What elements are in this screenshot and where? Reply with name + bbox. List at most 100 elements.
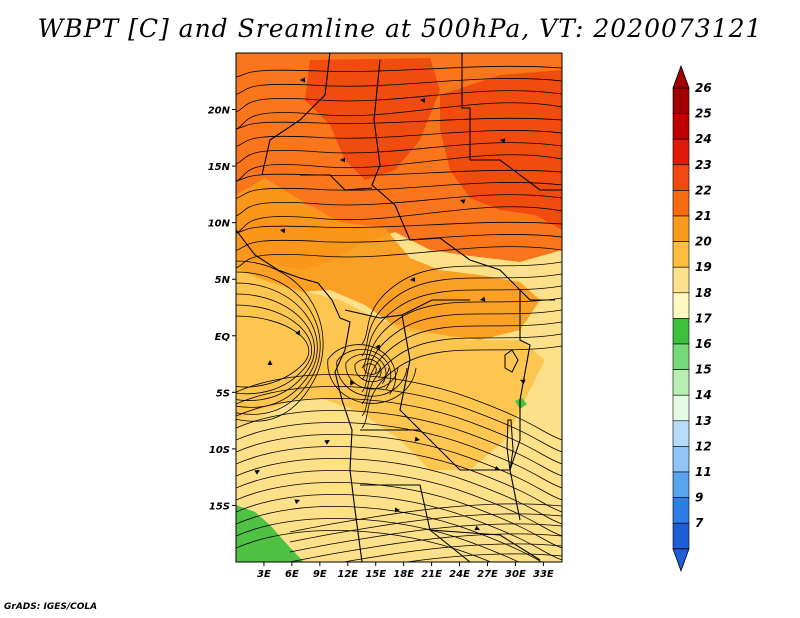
border-line	[360, 429, 510, 471]
colorbar-label: 21	[695, 209, 712, 223]
border-line	[469, 259, 555, 301]
colorbar-swatch	[672, 215, 690, 242]
streamline-arrow	[414, 436, 420, 442]
streamline	[363, 363, 381, 375]
streamline	[345, 353, 399, 390]
streamline-arrow	[474, 525, 480, 531]
streamline	[354, 358, 390, 383]
colorbar-bottom-arrow	[672, 548, 690, 572]
colorbar-swatch	[672, 369, 690, 396]
lat-tick-label: 15N	[208, 162, 231, 173]
colorbar-swatch	[672, 138, 690, 166]
streamline-arrow	[254, 470, 260, 475]
streamline	[236, 65, 562, 78]
streamline-arrow	[280, 228, 286, 234]
streamline	[404, 553, 562, 562]
streamline	[340, 543, 562, 562]
border-line	[461, 53, 471, 160]
streamline-arrow	[460, 199, 466, 205]
streamline-arrow	[295, 330, 300, 336]
colorbar-swatch	[672, 343, 690, 370]
border-line	[360, 484, 471, 562]
border-line	[261, 53, 331, 176]
plot-area	[236, 53, 562, 562]
lat-tick-label: 10S	[209, 445, 230, 456]
streamline-arrow	[480, 296, 486, 302]
lon-tick-label: 27E	[477, 569, 498, 580]
streamline	[236, 194, 562, 217]
colorbar-swatch	[672, 497, 690, 524]
streamline-arrow	[375, 344, 380, 350]
lon-tick-label: 33E	[533, 569, 554, 580]
lon-tick-label: 18E	[393, 569, 414, 580]
lake-tanganyika	[506, 419, 514, 471]
streamline	[361, 297, 562, 381]
streamline	[236, 315, 310, 388]
streamline	[327, 344, 417, 404]
streamline	[236, 458, 562, 525]
field-region-east-coast-green	[515, 398, 527, 409]
grads-credit: GrADS: IGES/COLA	[4, 602, 98, 612]
streamline-arrow	[500, 138, 506, 144]
streamline	[236, 293, 315, 401]
streamline	[361, 285, 562, 369]
lon-tick-label: 21E	[421, 569, 442, 580]
streamline	[236, 130, 562, 147]
colorbar-swatch	[672, 113, 690, 140]
streamline	[236, 446, 562, 513]
colorbar-label: 20	[695, 235, 712, 249]
streamline	[236, 422, 562, 489]
colorbar-swatch	[672, 394, 690, 422]
streamline	[236, 117, 562, 130]
colorbar-label: 18	[695, 286, 712, 300]
wbpt-field	[236, 53, 562, 562]
colorbar-label: 19	[695, 260, 712, 274]
colorbar-label: 11	[695, 465, 712, 479]
map-title: WBPT [C] and Sreamline at 500hPa, VT: 20…	[37, 14, 763, 43]
colorbar-swatch	[672, 471, 690, 498]
streamline-arrow	[294, 499, 300, 505]
border-line	[236, 229, 363, 562]
colorbar-swatch	[672, 446, 690, 473]
streamline	[236, 78, 562, 95]
streamline	[361, 345, 562, 429]
lon-tick-label: 30E	[505, 569, 526, 580]
colorbar-label: 15	[695, 363, 712, 377]
streamline	[361, 333, 562, 417]
colorbar-label: 24	[695, 132, 712, 146]
streamline	[236, 206, 562, 234]
streamline	[236, 304, 312, 395]
streamline	[236, 90, 562, 113]
colorbar-label: 23	[695, 158, 712, 172]
lon-tick-label: 12E	[337, 569, 358, 580]
lon-tick-label: 3E	[257, 569, 271, 580]
lat-tick-label: 20N	[208, 106, 231, 117]
border-line	[394, 204, 471, 261]
streamline	[289, 533, 562, 562]
colorbar-label: 14	[695, 388, 712, 402]
streamline	[289, 503, 562, 533]
border-line	[470, 159, 562, 191]
colorbar-label: 22	[695, 183, 712, 197]
latitude-axis: 20N 15N 10N 5N EQ 5S 10S 15S	[208, 106, 236, 512]
lat-tick-label: 15S	[209, 501, 230, 512]
colorbar-swatch	[672, 241, 690, 268]
streamline	[361, 261, 562, 345]
streamline-arrow	[420, 97, 426, 103]
field-region-central-warm-band	[236, 268, 545, 470]
colorbar-swatch	[672, 87, 690, 114]
streamline-arrow	[350, 380, 355, 386]
lon-tick-label: 15E	[365, 569, 386, 580]
streamline	[336, 349, 408, 397]
border-line	[429, 529, 541, 561]
colorbar-label: 26	[695, 81, 712, 95]
streamline	[236, 246, 562, 269]
colorbar-swatch	[672, 522, 690, 550]
streamline	[236, 169, 562, 182]
streamline	[236, 234, 562, 251]
streamline	[236, 410, 562, 477]
streamline	[236, 154, 562, 182]
colorbar-top-arrow	[672, 64, 690, 89]
longitude-axis: 3E 6E 9E 12E 15E 18E 21E 24E 27E 30E 33E	[257, 562, 554, 580]
